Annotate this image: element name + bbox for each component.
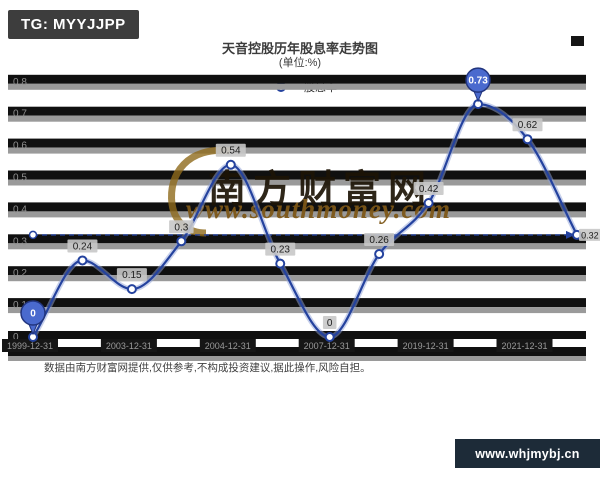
x-axis-band — [8, 347, 586, 356]
grid-band-gray — [8, 275, 586, 282]
corner-logo-mark — [571, 36, 584, 46]
y-axis-label: 0.1 — [13, 300, 27, 311]
data-label: 0.32 — [581, 230, 599, 240]
balloon-label: 0 — [30, 309, 36, 320]
x-axis-label: 2003-12-31 — [106, 341, 152, 351]
tg-badge: TG: MYYJJPP — [8, 10, 139, 39]
data-point-marker — [126, 284, 137, 295]
data-point-marker — [522, 134, 533, 145]
y-axis-label: 0.2 — [13, 268, 27, 279]
grid-band-gray — [8, 243, 586, 250]
grid-band-dark — [8, 74, 586, 84]
data-label: 0.24 — [73, 241, 93, 252]
footnote-disclaimer: 数据由南方财富网提供,仅供参考,不构成投资建议,据此操作,风险自担。 — [44, 362, 371, 374]
data-label: 0.62 — [518, 120, 538, 131]
data-label-chip — [322, 316, 337, 329]
x-axis-label: 2021-12-31 — [501, 341, 547, 351]
data-point-marker — [374, 249, 385, 260]
y-axis-label: 0 — [13, 332, 19, 343]
reference-start-marker — [28, 230, 38, 240]
grid-band-gray — [8, 115, 586, 122]
data-point-marker — [176, 236, 187, 247]
x-axis-label: 1999-12-31 — [7, 341, 53, 351]
chart-title: 天音控股历年股息率走势图 — [221, 41, 378, 56]
series-line — [32, 102, 578, 339]
x-label-chip — [397, 339, 454, 352]
x-axis-label: 2004-12-31 — [205, 341, 251, 351]
y-axis-label: 0.6 — [13, 141, 27, 152]
data-label-chip — [67, 239, 98, 253]
data-label-chip — [578, 228, 600, 241]
grid-band-dark — [8, 106, 586, 116]
grid-band-gray — [8, 83, 586, 90]
data-label-chip — [215, 143, 246, 157]
grid-band-dark — [8, 138, 586, 148]
y-axis-label: 0.7 — [13, 109, 27, 120]
data-label-chip — [512, 118, 543, 132]
grid-band-dark — [8, 266, 586, 276]
balloon-marker — [465, 67, 491, 93]
data-label: 0.26 — [369, 235, 389, 246]
x-axis-label: 2019-12-31 — [403, 341, 449, 351]
grid-band-dark — [8, 170, 586, 180]
y-axis-label: 0.8 — [13, 77, 27, 88]
y-axis-label: 0.3 — [13, 236, 27, 247]
grid-band-gray — [8, 307, 586, 314]
data-label: 0.3 — [174, 222, 188, 233]
chart-subtitle: (单位:%) — [278, 57, 322, 69]
grid-band-gray — [8, 179, 586, 186]
data-label-chip — [265, 242, 296, 256]
balloon-label: 0.73 — [468, 76, 488, 87]
grid-band-dark — [8, 234, 586, 244]
x-label-chip — [496, 339, 553, 352]
x-label-chip — [199, 339, 256, 352]
data-label: 0.23 — [271, 245, 291, 256]
x-axis-band-shadow — [8, 356, 586, 361]
x-label-chip — [298, 339, 355, 352]
data-point-marker — [275, 258, 286, 269]
x-label-chip — [2, 339, 58, 352]
data-label: 0 — [327, 318, 333, 329]
data-label-chip — [364, 233, 395, 247]
series-line-halo — [30, 101, 580, 340]
grid-band-gray — [8, 211, 586, 218]
x-label-chip — [100, 339, 157, 352]
data-point-marker — [77, 255, 88, 266]
data-point-marker — [324, 332, 335, 342]
y-axis-label: 0.4 — [13, 204, 27, 215]
data-label-chip — [116, 268, 147, 282]
grid-band-dark — [8, 331, 586, 339]
data-label: 0.42 — [419, 184, 439, 195]
data-label-chip — [413, 182, 444, 196]
site-url-badge: www.whjmybj.cn — [455, 439, 600, 468]
y-axis-label: 0.5 — [13, 173, 27, 184]
grid-band-gray — [8, 147, 586, 154]
grid-band-dark — [8, 298, 586, 308]
x-axis-label: 2007-12-31 — [304, 341, 350, 351]
data-point-marker — [225, 159, 236, 170]
balloon-marker — [20, 300, 46, 326]
data-label: 0.54 — [221, 146, 241, 157]
data-point-marker — [423, 198, 434, 209]
reference-arrow-icon — [566, 230, 575, 239]
grid-band-dark — [8, 202, 586, 212]
data-label-chip — [169, 220, 194, 234]
data-label: 0.15 — [122, 270, 142, 281]
